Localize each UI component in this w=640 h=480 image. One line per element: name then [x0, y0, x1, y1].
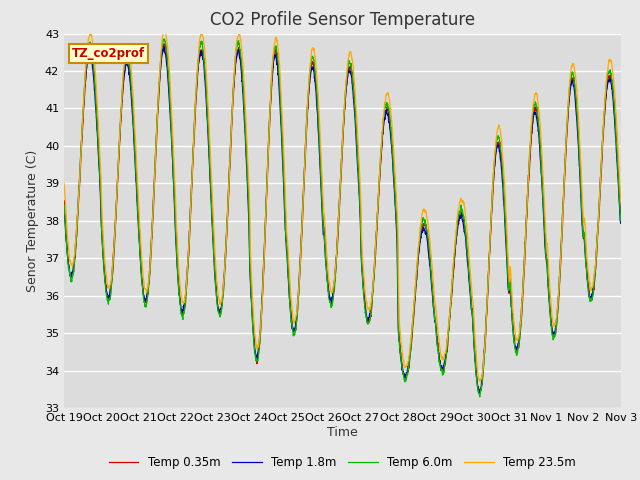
Temp 6.0m [359, 274, 367, 280]
Temp 6.0m [161, 36, 168, 42]
Y-axis label: Senor Temperature (C): Senor Temperature (C) [26, 150, 39, 292]
Legend: Temp 0.35m, Temp 1.8m, Temp 6.0m, Temp 23.5m: Temp 0.35m, Temp 1.8m, Temp 6.0m, Temp 2… [104, 451, 581, 474]
Temp 6.0m [505, 287, 513, 293]
Temp 23.5m [161, 27, 168, 33]
Temp 6.0m [617, 218, 625, 224]
Temp 6.0m [476, 394, 484, 400]
Temp 6.0m [568, 70, 576, 76]
Temp 1.8m [371, 255, 379, 261]
X-axis label: Time: Time [327, 426, 358, 439]
Temp 23.5m [568, 63, 576, 69]
Temp 0.35m [216, 307, 223, 313]
Temp 0.35m [160, 41, 168, 47]
Temp 0.35m [359, 270, 367, 276]
Temp 23.5m [216, 300, 223, 306]
Temp 6.0m [371, 258, 379, 264]
Temp 23.5m [371, 255, 379, 261]
Temp 1.8m [584, 279, 591, 285]
Line: Temp 0.35m: Temp 0.35m [64, 44, 621, 394]
Temp 1.8m [476, 391, 483, 396]
Title: CO2 Profile Sensor Temperature: CO2 Profile Sensor Temperature [210, 11, 475, 29]
Temp 1.8m [60, 206, 68, 212]
Temp 23.5m [617, 198, 625, 204]
Temp 23.5m [359, 256, 367, 262]
Temp 0.35m [584, 274, 591, 280]
Temp 1.8m [216, 310, 223, 315]
Temp 0.35m [617, 214, 625, 220]
Temp 0.35m [568, 75, 576, 81]
Temp 0.35m [60, 198, 68, 204]
Temp 1.8m [359, 276, 367, 282]
Temp 0.35m [476, 391, 483, 396]
Temp 6.0m [584, 279, 591, 285]
Temp 23.5m [476, 378, 484, 384]
Line: Temp 1.8m: Temp 1.8m [64, 47, 621, 394]
Temp 0.35m [505, 287, 513, 292]
Text: TZ_co2prof: TZ_co2prof [72, 47, 145, 60]
Temp 1.8m [160, 44, 168, 49]
Temp 23.5m [584, 260, 591, 266]
Temp 0.35m [371, 263, 379, 268]
Line: Temp 23.5m: Temp 23.5m [64, 30, 621, 381]
Temp 1.8m [505, 288, 513, 294]
Temp 1.8m [617, 220, 625, 226]
Temp 6.0m [60, 204, 68, 210]
Temp 6.0m [216, 312, 223, 318]
Line: Temp 6.0m: Temp 6.0m [64, 39, 621, 397]
Temp 23.5m [60, 180, 68, 186]
Temp 23.5m [505, 266, 513, 272]
Temp 1.8m [568, 78, 576, 84]
